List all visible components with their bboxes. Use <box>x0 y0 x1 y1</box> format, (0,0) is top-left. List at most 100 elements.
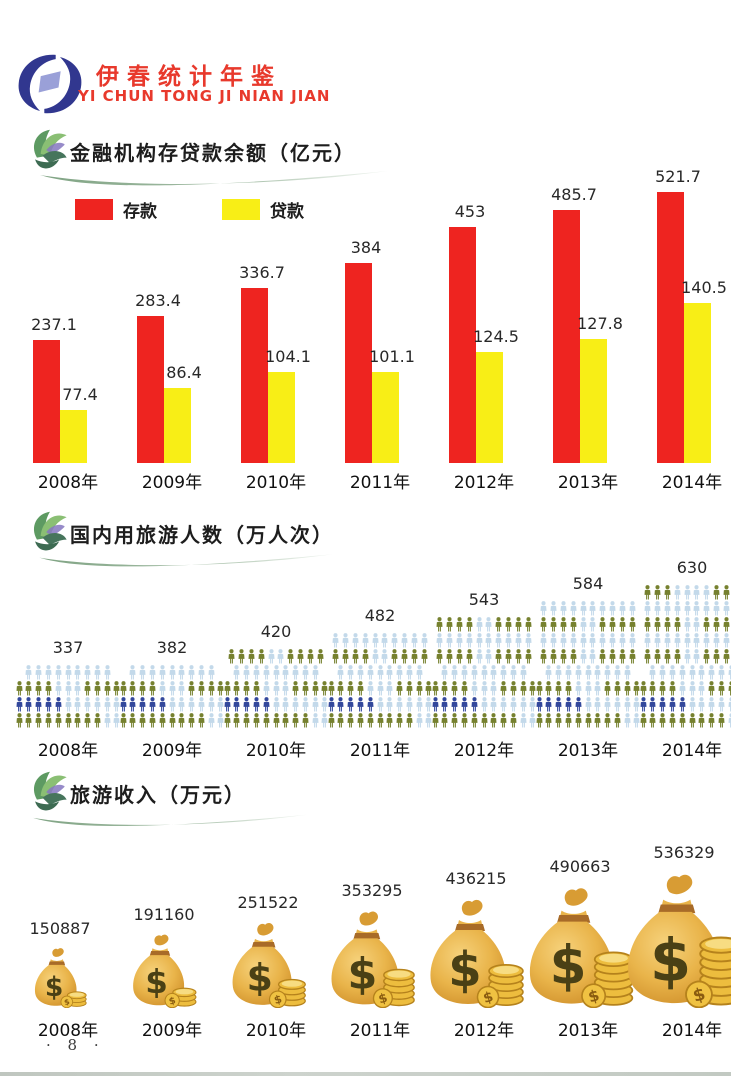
person-icon <box>352 633 359 648</box>
person-icon <box>337 713 344 728</box>
person-icon <box>129 713 136 728</box>
person-icon <box>476 649 483 664</box>
loan-swatch <box>222 199 260 220</box>
person-icon <box>560 617 567 632</box>
person-icon <box>624 665 631 680</box>
person-icon <box>451 681 458 696</box>
person-icon <box>129 681 136 696</box>
person-icon <box>337 665 344 680</box>
person-icon-row <box>14 712 122 728</box>
loan-bar <box>580 339 607 463</box>
person-icon <box>654 617 661 632</box>
person-icon <box>406 697 413 712</box>
person-icon <box>664 617 671 632</box>
person-icon <box>425 681 432 696</box>
person-icon-stack <box>632 584 731 728</box>
person-icon <box>149 713 156 728</box>
person-icon-row <box>643 632 731 648</box>
person-icon <box>728 665 731 680</box>
person-icon <box>614 713 621 728</box>
money-bag-year-label: 2008年 <box>37 1021 99 1041</box>
person-icon <box>451 665 458 680</box>
person-icon <box>679 665 686 680</box>
person-icon <box>406 665 413 680</box>
tourist-count-label: 584 <box>572 574 604 593</box>
person-icon <box>391 649 398 664</box>
svg-text:$: $ <box>691 984 708 1007</box>
person-icon <box>500 697 507 712</box>
person-icon-row <box>435 616 533 632</box>
person-icon <box>446 633 453 648</box>
person-icon <box>500 665 507 680</box>
person-icon <box>377 681 383 696</box>
person-icon <box>217 697 224 712</box>
person-icon <box>328 681 335 696</box>
person-icon-row <box>24 664 112 680</box>
bar-year-label: 2012年 <box>453 473 515 493</box>
legend-deposit: 存款 <box>75 197 157 222</box>
person-icon <box>649 665 656 680</box>
person-icon <box>703 649 710 664</box>
person-icon <box>570 633 577 648</box>
person-icon <box>550 649 557 664</box>
person-icon <box>654 585 661 600</box>
person-icon <box>104 697 111 712</box>
legend-loan: 贷款 <box>222 197 304 222</box>
person-icon <box>640 681 647 696</box>
deposit-value-label: 283.4 <box>135 291 181 310</box>
pictograph-year-label: 2012年 <box>453 741 515 761</box>
person-icon <box>644 617 651 632</box>
loan-bar <box>372 372 399 463</box>
person-icon <box>169 681 175 696</box>
person-icon-row <box>638 712 731 728</box>
person-icon <box>307 649 314 664</box>
loan-value-label: 127.8 <box>577 314 623 333</box>
person-icon <box>654 649 661 664</box>
person-icon <box>461 713 468 728</box>
person-icon <box>35 697 42 712</box>
person-icon <box>208 697 215 712</box>
person-icon <box>139 713 146 728</box>
person-icon <box>495 633 502 648</box>
person-icon <box>713 649 720 664</box>
person-icon <box>495 649 502 664</box>
svg-text:$: $ <box>247 956 273 1000</box>
svg-text:$: $ <box>377 990 390 1007</box>
person-icon <box>273 665 279 680</box>
person-icon <box>520 713 527 728</box>
person-icon <box>94 713 101 728</box>
person-icon <box>178 681 185 696</box>
money-bag: $ $ <box>512 884 642 1012</box>
person-icon <box>619 633 626 648</box>
person-icon <box>550 633 557 648</box>
person-icon <box>529 713 536 728</box>
person-icon <box>629 601 636 616</box>
loan-value-label: 101.1 <box>369 347 415 366</box>
person-icon-row <box>430 680 538 696</box>
person-icon <box>425 713 432 728</box>
person-icon <box>120 697 127 712</box>
person-icon <box>679 681 686 696</box>
person-icon <box>282 681 289 696</box>
person-icon <box>640 697 647 712</box>
person-icon <box>708 681 715 696</box>
tourist-count-label: 543 <box>468 590 500 609</box>
person-icon <box>208 713 215 728</box>
person-icon <box>520 665 527 680</box>
bar-year-label: 2010年 <box>245 473 307 493</box>
money-bag: $ $ <box>414 896 532 1012</box>
money-bag-year-label: 2011年 <box>349 1021 411 1041</box>
person-icon <box>536 697 543 712</box>
deposit-value-label: 485.7 <box>551 185 597 204</box>
person-icon <box>16 713 23 728</box>
person-icon <box>500 713 507 728</box>
person-icon <box>485 649 492 664</box>
person-icon <box>689 665 695 680</box>
loan-value-label: 140.5 <box>681 278 727 297</box>
person-icon-row <box>222 712 330 728</box>
logo-swirl-icon <box>18 54 82 114</box>
person-icon <box>500 681 507 696</box>
person-icon <box>198 665 205 680</box>
person-icon <box>292 665 299 680</box>
money-bag: $ $ <box>608 870 731 1012</box>
